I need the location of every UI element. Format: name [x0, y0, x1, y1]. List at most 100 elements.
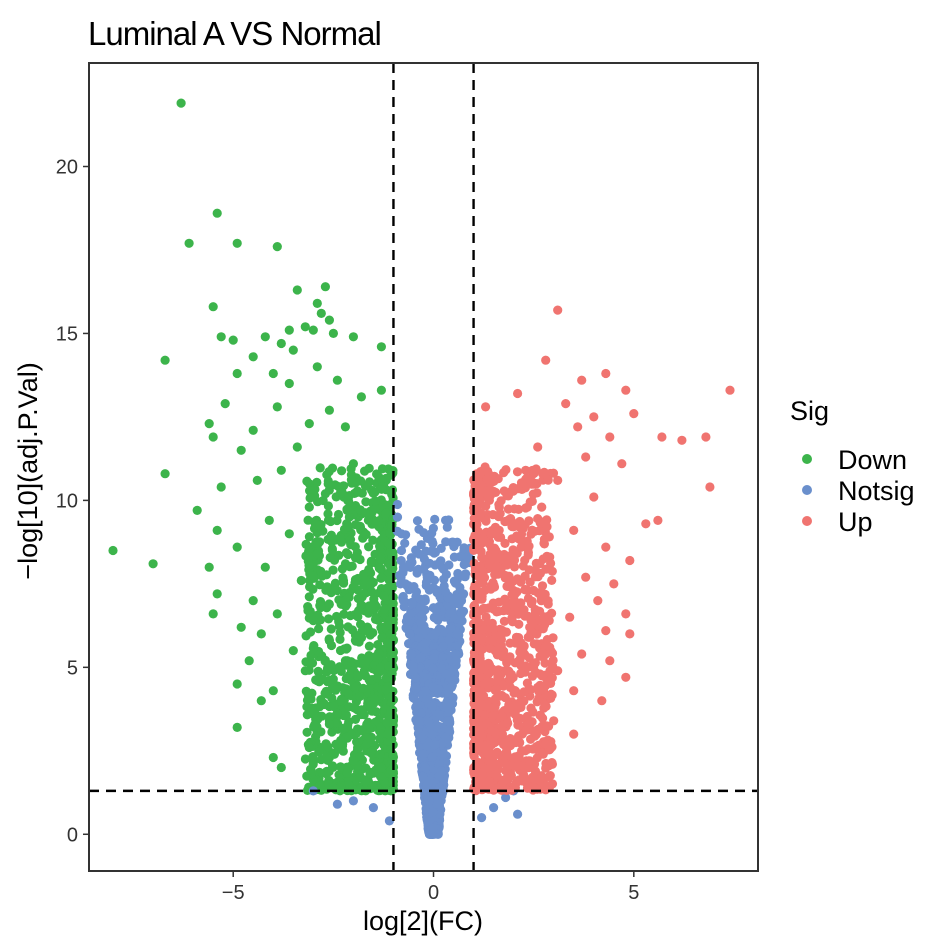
up-point [530, 565, 541, 575]
down-point [357, 725, 367, 735]
up-point [490, 570, 500, 580]
up-point [589, 412, 599, 422]
down-point [276, 762, 286, 773]
down-point [384, 661, 394, 671]
notsig-point [427, 701, 437, 711]
down-point [335, 627, 345, 638]
down-point [308, 584, 318, 594]
down-point [288, 345, 298, 355]
up-point [539, 612, 550, 622]
up-point [725, 385, 735, 395]
up-point [543, 475, 553, 485]
down-point [248, 596, 258, 606]
legend-key-down [802, 454, 812, 464]
notsig-point [412, 699, 423, 709]
down-point [322, 663, 333, 674]
notsig-point [430, 740, 440, 750]
down-point [364, 601, 374, 611]
up-point [512, 753, 522, 764]
up-point [581, 452, 591, 462]
up-point [516, 701, 526, 711]
down-point [268, 686, 278, 696]
notsig-point [415, 594, 425, 604]
down-point [385, 547, 396, 558]
up-point [501, 766, 511, 776]
notsig-point [435, 809, 445, 819]
up-point [499, 758, 509, 768]
legend-key-notsig [802, 485, 812, 495]
down-point [204, 562, 214, 572]
down-point [302, 727, 312, 737]
down-point [338, 724, 348, 734]
up-point [497, 711, 507, 722]
down-point [370, 487, 380, 497]
down-point [363, 654, 373, 664]
up-point [528, 744, 538, 754]
notsig-point [441, 669, 451, 679]
up-point [541, 355, 551, 365]
notsig-point [453, 629, 463, 639]
down-point [377, 484, 387, 494]
up-point [497, 729, 507, 739]
down-point [248, 352, 258, 362]
up-point [496, 630, 506, 640]
up-point [569, 686, 579, 696]
down-point [314, 747, 324, 757]
up-point [541, 681, 551, 691]
up-point [489, 710, 499, 720]
notsig-point [428, 823, 439, 833]
notsig-point [420, 638, 430, 649]
up-point [677, 435, 687, 445]
down-point [315, 520, 325, 530]
x-tick-label: 5 [628, 882, 639, 904]
down-point [363, 624, 373, 635]
down-point [373, 516, 383, 526]
down-point [388, 750, 398, 760]
notsig-point [440, 587, 450, 597]
down-point [216, 482, 226, 492]
up-point [505, 682, 515, 693]
notsig-point [398, 562, 409, 572]
up-point [629, 409, 639, 419]
down-point [330, 535, 340, 545]
notsig-point [477, 813, 487, 823]
down-point [236, 622, 246, 632]
up-point [519, 687, 529, 697]
down-point [350, 553, 361, 563]
down-point [321, 570, 332, 580]
up-point [497, 690, 507, 701]
down-point [383, 729, 393, 739]
down-point [268, 368, 278, 379]
x-tick-label: 0 [428, 882, 439, 904]
up-point [526, 616, 536, 626]
down-point [304, 419, 314, 429]
up-point [621, 385, 631, 395]
down-point [108, 545, 118, 556]
down-point [347, 561, 357, 571]
down-point [324, 599, 334, 609]
down-point [365, 734, 376, 745]
up-point [541, 701, 551, 712]
notsig-point [427, 536, 437, 547]
up-point [537, 502, 547, 512]
up-point [499, 468, 509, 478]
up-point [533, 682, 543, 693]
notsig-point [426, 546, 436, 556]
notsig-point [404, 639, 414, 649]
down-point [355, 658, 365, 669]
notsig-point [441, 537, 451, 547]
down-point [335, 662, 345, 672]
up-point [469, 600, 480, 611]
up-point [512, 467, 523, 477]
down-point [327, 761, 338, 771]
notsig-point [445, 608, 455, 618]
down-point [356, 392, 366, 402]
up-point [487, 635, 497, 646]
down-point [312, 298, 322, 308]
up-point [542, 721, 552, 731]
notsig-point [402, 612, 413, 622]
notsig-point [450, 649, 461, 659]
y-tick-label: 20 [56, 157, 78, 179]
up-point [509, 562, 520, 572]
